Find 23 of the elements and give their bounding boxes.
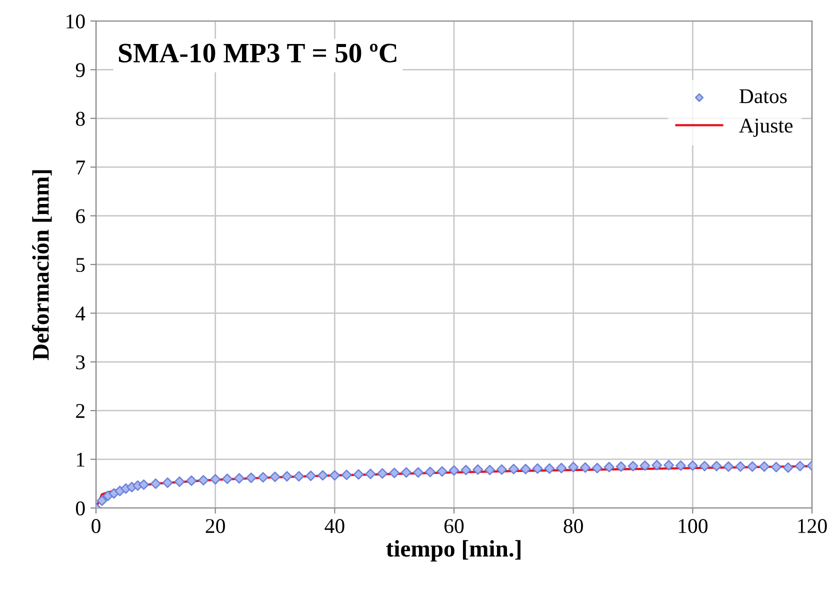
y-tick-label: 9 [76,63,85,78]
x-tick-label: 20 [206,519,225,534]
x-tick-label: 80 [564,519,583,534]
y-tick-label: 10 [66,14,85,28]
x-tick-label: 120 [798,519,827,534]
x-tick-label: 100 [678,519,708,534]
y-tick-label: 7 [76,160,85,174]
legend-label: Ajuste [739,118,793,137]
y-tick-label: 8 [76,112,85,126]
x-tick-label: 60 [444,519,464,534]
legend-label: Datos [739,89,787,104]
y-tick-label: 5 [76,258,85,272]
y-tick-label: 3 [76,355,85,370]
y-tick-label: 4 [76,306,86,320]
y-tick-label: 2 [76,404,84,418]
x-tick-label: 40 [324,519,344,534]
x-tick-label: 0 [92,519,100,534]
y-axis-title: Deformación [mm] [32,170,52,360]
y-tick-label: 6 [76,209,85,224]
x-axis-title: tiempo [min.] [386,540,520,562]
y-tick-label: 1 [77,452,84,467]
text: SMA-10 MP3 T = 50 ºC [118,44,396,62]
y-tick-label: 0 [76,501,85,516]
